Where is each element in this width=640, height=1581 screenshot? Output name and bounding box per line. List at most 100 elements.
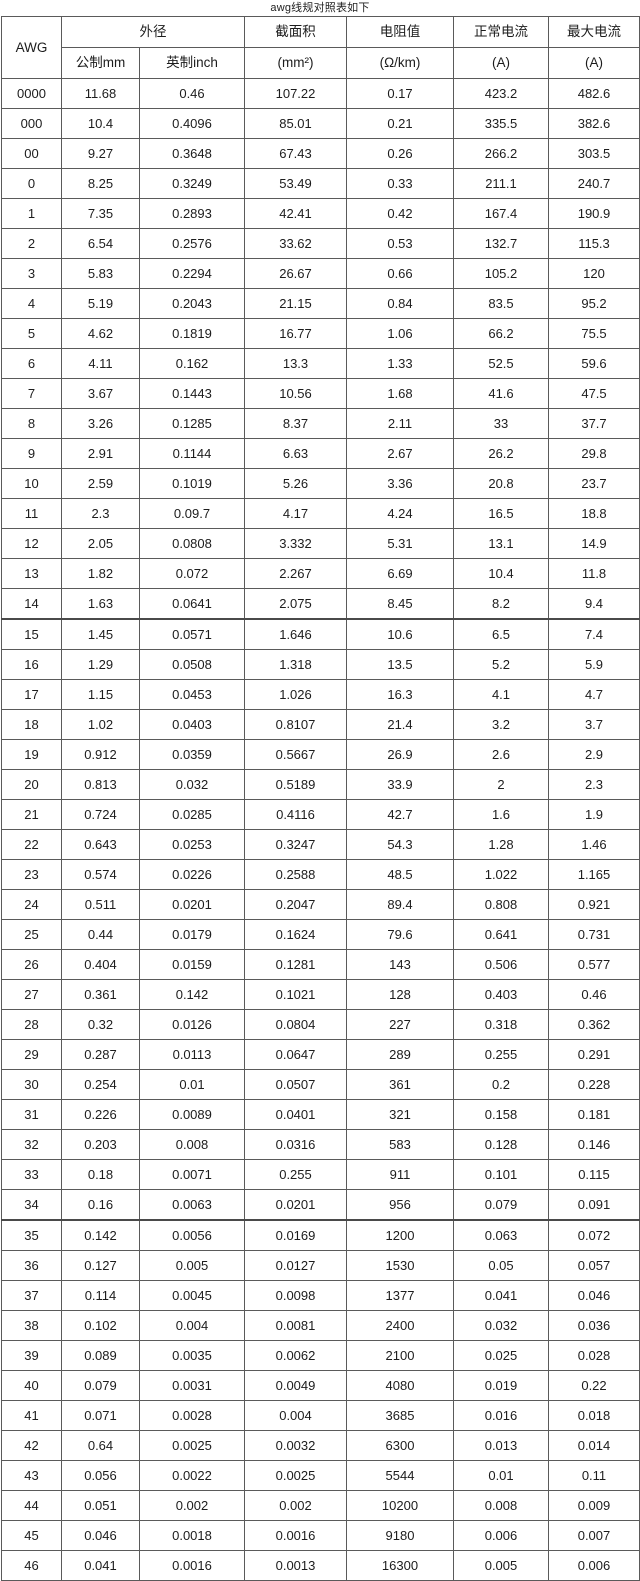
cell-resistance-ohm-km: 8.45 bbox=[346, 588, 454, 620]
cell-imperial-inch: 0.008 bbox=[139, 1129, 245, 1160]
cell-imperial-inch: 0.0113 bbox=[139, 1039, 245, 1070]
cell-metric-mm: 1.02 bbox=[61, 709, 140, 740]
cell-resistance-ohm-km: 1200 bbox=[346, 1219, 454, 1251]
cell-resistance-ohm-km: 89.4 bbox=[346, 889, 454, 920]
cell-metric-mm: 2.59 bbox=[61, 468, 140, 499]
table-row: 21 0.724 0.0285 0.4116 42.7 1.6 1.9 bbox=[1, 799, 640, 830]
table-row: 32 0.203 0.008 0.0316 583 0.128 0.146 bbox=[1, 1129, 640, 1160]
cell-max-current-a: 1.9 bbox=[548, 799, 640, 830]
cell-awg: 7 bbox=[1, 378, 62, 409]
cell-metric-mm: 0.287 bbox=[61, 1039, 140, 1070]
cell-awg: 29 bbox=[1, 1039, 62, 1070]
cell-cross-section-mm2: 0.0049 bbox=[244, 1370, 347, 1401]
cell-max-current-a: 482.6 bbox=[548, 78, 640, 109]
header-unit-ohm-km: (Ω/km) bbox=[346, 47, 454, 79]
cell-cross-section-mm2: 0.0316 bbox=[244, 1129, 347, 1160]
cell-resistance-ohm-km: 0.42 bbox=[346, 198, 454, 229]
cell-resistance-ohm-km: 911 bbox=[346, 1159, 454, 1190]
cell-cross-section-mm2: 0.2588 bbox=[244, 859, 347, 890]
cell-cross-section-mm2: 0.0804 bbox=[244, 1009, 347, 1040]
cell-metric-mm: 0.114 bbox=[61, 1280, 140, 1311]
cell-normal-current-a: 20.8 bbox=[453, 468, 549, 499]
cell-metric-mm: 0.226 bbox=[61, 1099, 140, 1130]
cell-max-current-a: 95.2 bbox=[548, 288, 640, 319]
table-row: 42 0.64 0.0025 0.0032 6300 0.013 0.014 bbox=[1, 1430, 640, 1461]
cell-cross-section-mm2: 21.15 bbox=[244, 288, 347, 319]
table-row: 2 6.54 0.2576 33.62 0.53 132.7 115.3 bbox=[1, 228, 640, 259]
cell-cross-section-mm2: 0.0169 bbox=[244, 1219, 347, 1251]
cell-max-current-a: 0.057 bbox=[548, 1250, 640, 1281]
table-row: 28 0.32 0.0126 0.0804 227 0.318 0.362 bbox=[1, 1009, 640, 1040]
cell-normal-current-a: 0.2 bbox=[453, 1069, 549, 1100]
table-row: 22 0.643 0.0253 0.3247 54.3 1.28 1.46 bbox=[1, 829, 640, 860]
cell-cross-section-mm2: 0.0025 bbox=[244, 1460, 347, 1491]
cell-normal-current-a: 0.005 bbox=[453, 1550, 549, 1581]
cell-normal-current-a: 83.5 bbox=[453, 288, 549, 319]
cell-normal-current-a: 52.5 bbox=[453, 348, 549, 379]
cell-imperial-inch: 0.032 bbox=[139, 769, 245, 800]
cell-awg: 9 bbox=[1, 438, 62, 469]
header-group-cross-section: 截面积 bbox=[244, 16, 347, 48]
cell-normal-current-a: 0.013 bbox=[453, 1430, 549, 1461]
cell-normal-current-a: 6.5 bbox=[453, 618, 549, 650]
cell-resistance-ohm-km: 33.9 bbox=[346, 769, 454, 800]
table-row: 44 0.051 0.002 0.002 10200 0.008 0.009 bbox=[1, 1490, 640, 1521]
cell-awg: 23 bbox=[1, 859, 62, 890]
cell-awg: 0 bbox=[1, 168, 62, 199]
cell-metric-mm: 0.046 bbox=[61, 1520, 140, 1551]
cell-awg: 44 bbox=[1, 1490, 62, 1521]
cell-cross-section-mm2: 0.004 bbox=[244, 1400, 347, 1431]
cell-awg: 11 bbox=[1, 498, 62, 529]
header-unit-ampere-normal: (A) bbox=[453, 47, 549, 79]
cell-awg: 46 bbox=[1, 1550, 62, 1581]
cell-max-current-a: 240.7 bbox=[548, 168, 640, 199]
cell-metric-mm: 0.64 bbox=[61, 1430, 140, 1461]
cell-resistance-ohm-km: 42.7 bbox=[346, 799, 454, 830]
table-row: 1 7.35 0.2893 42.41 0.42 167.4 190.9 bbox=[1, 198, 640, 229]
cell-cross-section-mm2: 0.4116 bbox=[244, 799, 347, 830]
header-sub-metric-mm: 公制mm bbox=[61, 47, 140, 79]
cell-imperial-inch: 0.0808 bbox=[139, 528, 245, 559]
cell-normal-current-a: 0.041 bbox=[453, 1280, 549, 1311]
cell-imperial-inch: 0.0025 bbox=[139, 1430, 245, 1461]
cell-max-current-a: 0.11 bbox=[548, 1460, 640, 1491]
cell-resistance-ohm-km: 48.5 bbox=[346, 859, 454, 890]
cell-cross-section-mm2: 1.646 bbox=[244, 618, 347, 650]
cell-normal-current-a: 16.5 bbox=[453, 498, 549, 529]
cell-awg: 3 bbox=[1, 258, 62, 289]
cell-resistance-ohm-km: 13.5 bbox=[346, 649, 454, 680]
cell-resistance-ohm-km: 4.24 bbox=[346, 498, 454, 529]
cell-imperial-inch: 0.0022 bbox=[139, 1460, 245, 1491]
cell-max-current-a: 5.9 bbox=[548, 649, 640, 680]
header-awg: AWG bbox=[1, 16, 62, 79]
cell-normal-current-a: 423.2 bbox=[453, 78, 549, 109]
cell-normal-current-a: 26.2 bbox=[453, 438, 549, 469]
cell-cross-section-mm2: 33.62 bbox=[244, 228, 347, 259]
cell-resistance-ohm-km: 26.9 bbox=[346, 739, 454, 770]
cell-metric-mm: 9.27 bbox=[61, 138, 140, 169]
cell-normal-current-a: 3.2 bbox=[453, 709, 549, 740]
cell-imperial-inch: 0.2576 bbox=[139, 228, 245, 259]
cell-normal-current-a: 0.318 bbox=[453, 1009, 549, 1040]
table-row: 29 0.287 0.0113 0.0647 289 0.255 0.291 bbox=[1, 1039, 640, 1070]
table-row: 40 0.079 0.0031 0.0049 4080 0.019 0.22 bbox=[1, 1370, 640, 1401]
cell-normal-current-a: 266.2 bbox=[453, 138, 549, 169]
header-group-normal-current: 正常电流 bbox=[453, 16, 549, 48]
table-row: 16 1.29 0.0508 1.318 13.5 5.2 5.9 bbox=[1, 649, 640, 680]
cell-resistance-ohm-km: 1.33 bbox=[346, 348, 454, 379]
cell-normal-current-a: 0.101 bbox=[453, 1159, 549, 1190]
cell-resistance-ohm-km: 2400 bbox=[346, 1310, 454, 1341]
table-row: 0000 11.68 0.46 107.22 0.17 423.2 482.6 bbox=[1, 78, 640, 109]
cell-normal-current-a: 41.6 bbox=[453, 378, 549, 409]
cell-metric-mm: 0.071 bbox=[61, 1400, 140, 1431]
header-row-units: 公制mm 英制inch (mm²) (Ω/km) (A) (A) bbox=[2, 47, 640, 79]
cell-imperial-inch: 0.0016 bbox=[139, 1550, 245, 1581]
cell-normal-current-a: 1.28 bbox=[453, 829, 549, 860]
cell-metric-mm: 0.18 bbox=[61, 1159, 140, 1190]
cell-metric-mm: 0.912 bbox=[61, 739, 140, 770]
cell-resistance-ohm-km: 128 bbox=[346, 979, 454, 1010]
header-group-max-current: 最大电流 bbox=[548, 16, 640, 48]
cell-awg: 15 bbox=[1, 618, 62, 650]
table-row: 14 1.63 0.0641 2.075 8.45 8.2 9.4 bbox=[1, 588, 640, 620]
cell-metric-mm: 0.813 bbox=[61, 769, 140, 800]
